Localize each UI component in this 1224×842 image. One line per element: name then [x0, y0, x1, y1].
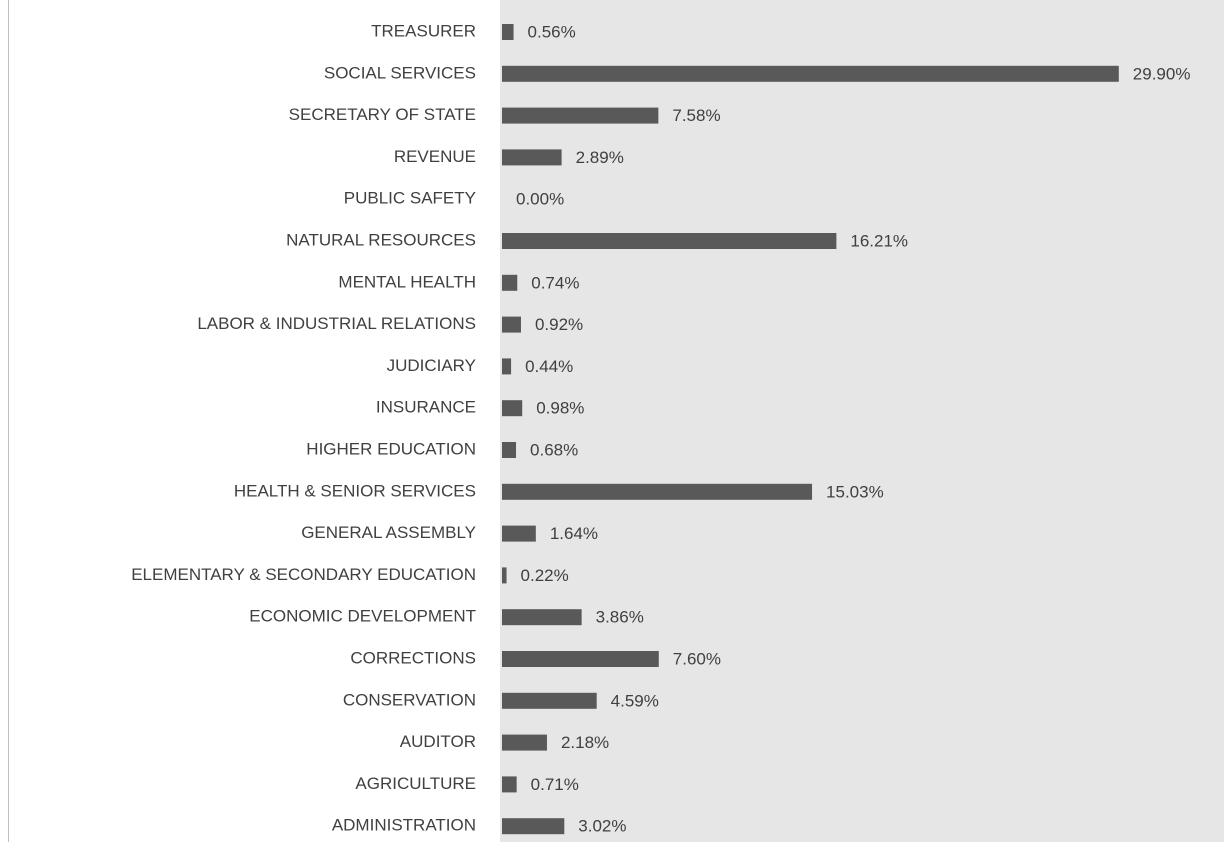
value-label: 0.71% [531, 775, 579, 794]
y-tick-label: ECONOMIC DEVELOPMENT [249, 607, 476, 626]
y-tick-label: AGRICULTURE [355, 774, 476, 793]
y-tick-label: JUDICIARY [387, 356, 476, 375]
value-label: 0.98% [536, 399, 584, 418]
y-tick-label: HEALTH & SENIOR SERVICES [234, 481, 476, 500]
value-label: 0.22% [521, 566, 569, 585]
bar [502, 483, 813, 500]
y-tick-label: HIGHER EDUCATION [306, 439, 476, 458]
value-label: 7.60% [673, 649, 721, 668]
value-label: 4.59% [611, 691, 659, 710]
value-label: 1.64% [550, 524, 598, 543]
value-label: 3.02% [578, 817, 626, 836]
bar [502, 400, 523, 417]
bar [502, 692, 597, 709]
bar [502, 525, 536, 542]
y-tick-label: SECRETARY OF STATE [289, 105, 476, 124]
bar [502, 818, 565, 835]
y-tick-label: LABOR & INDUSTRIAL RELATIONS [197, 314, 476, 333]
y-tick-label: ADMINISTRATION [332, 816, 476, 835]
value-label: 7.58% [672, 106, 720, 125]
value-label: 0.00% [516, 190, 564, 209]
bar [502, 107, 659, 124]
bar [502, 734, 547, 751]
bar [502, 316, 521, 333]
value-label: 0.56% [528, 22, 576, 41]
value-label: 2.18% [561, 733, 609, 752]
bar [502, 358, 512, 375]
y-tick-label: SOCIAL SERVICES [324, 63, 476, 82]
y-tick-label: REVENUE [394, 147, 476, 166]
value-label: 15.03% [826, 482, 884, 501]
bar [502, 274, 518, 291]
y-tick-label: CORRECTIONS [350, 648, 476, 667]
y-tick-label: MENTAL HEALTH [338, 272, 476, 291]
bar [502, 442, 517, 458]
y-tick-label: AUDITOR [400, 732, 476, 751]
bar [502, 567, 507, 584]
y-tick-label: NATURAL RESOURCES [286, 230, 476, 249]
bar [502, 651, 659, 667]
bar [502, 149, 562, 166]
bar [502, 65, 1119, 82]
y-tick-label: CONSERVATION [343, 690, 476, 709]
y-tick-label: GENERAL ASSEMBLY [301, 523, 476, 542]
value-label: 16.21% [850, 231, 908, 250]
value-label: 0.92% [535, 315, 583, 334]
value-label: 0.68% [530, 440, 578, 459]
value-label: 3.86% [596, 608, 644, 627]
bar [502, 24, 514, 40]
y-tick-label: TREASURER [371, 21, 476, 40]
y-tick-label: ELEMENTARY & SECONDARY EDUCATION [131, 565, 476, 584]
value-label: 0.74% [531, 273, 579, 292]
plot-area [500, 0, 1224, 842]
bar [502, 233, 837, 249]
y-tick-label: INSURANCE [376, 398, 476, 417]
y-tick-label: PUBLIC SAFETY [344, 189, 476, 208]
bar [502, 776, 517, 793]
bar [502, 609, 582, 626]
value-label: 29.90% [1133, 64, 1191, 83]
value-label: 0.44% [525, 357, 573, 376]
value-label: 2.89% [576, 148, 624, 167]
